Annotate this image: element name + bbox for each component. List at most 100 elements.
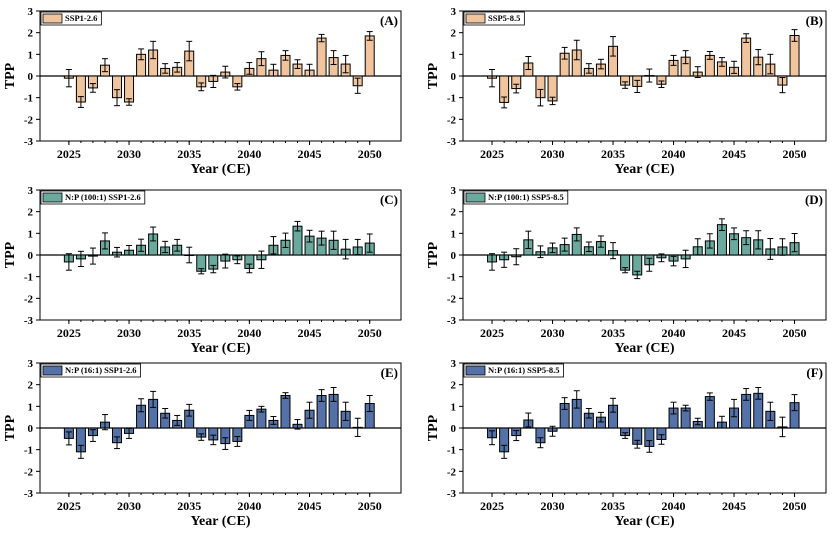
legend: N:P (16:1) SSP1-2.6 (40, 363, 141, 378)
x-tick-label: 2045 (298, 147, 322, 161)
x-axis-label: Year (CE) (190, 162, 250, 177)
legend: N:P (100:1) SSP1-2.6 (40, 190, 146, 205)
legend-swatch (42, 365, 63, 376)
chart-panel-e: -3 -2 -1 0 1 2 3 2025 2030 2035 2040 2045 2050 Year (… (3, 358, 402, 529)
x-tick-label: 2050 (358, 499, 382, 513)
bar-2043 (280, 395, 291, 429)
legend-swatch (465, 13, 486, 24)
x-tick-label: 2050 (783, 499, 807, 513)
y-tick-label: 0 (451, 423, 457, 435)
x-tick-label: 2035 (601, 147, 625, 161)
legend: N:P (16:1) SSP5-8.5 (463, 363, 564, 378)
x-axis-label: Year (CE) (614, 341, 674, 356)
y-tick-label: 3 (451, 185, 457, 197)
x-tick-label: 2030 (541, 499, 565, 513)
x-tick-label: 2035 (601, 499, 625, 513)
y-tick-label: -1 (447, 93, 456, 105)
y-tick-label: 1 (451, 401, 457, 413)
y-tick-label: 1 (28, 401, 34, 413)
legend-label: SSP1-2.6 (65, 13, 97, 23)
legend-label: N:P (16:1) SSP5-8.5 (488, 365, 560, 375)
y-tick-label: 0 (28, 250, 34, 262)
panel-label: (A) (380, 13, 398, 28)
y-tick-label: 0 (28, 71, 34, 83)
y-tick-label: -1 (24, 93, 33, 105)
legend-box (463, 363, 564, 378)
x-tick-label: 2050 (358, 326, 382, 340)
x-tick-label: 2040 (237, 147, 261, 161)
x-tick-label: 2040 (237, 499, 261, 513)
y-tick-label: 2 (28, 28, 34, 40)
x-tick-label: 2040 (662, 499, 686, 513)
y-tick-label: -1 (24, 272, 33, 284)
chart-panel-b: -3 -2 -1 0 1 2 3 2025 2030 2035 2040 2045 2050 Year (… (426, 6, 827, 177)
x-tick-label: 2045 (298, 326, 322, 340)
y-axis-label: TPP (426, 241, 441, 268)
y-axis-label: TPP (426, 414, 441, 441)
y-tick-label: 1 (28, 49, 34, 61)
x-tick-label: 2035 (177, 326, 201, 340)
chart-panel-c: -3 -2 -1 0 1 2 3 2025 2030 2035 2040 2045 2050 Year (… (3, 185, 402, 356)
y-tick-label: -2 (24, 466, 34, 478)
panel-label: (F) (806, 365, 823, 380)
y-tick-label: -3 (24, 136, 34, 148)
chart-panel-a: -3 -2 -1 0 1 2 3 2025 2030 2035 2040 2045 2050 Year (… (3, 6, 402, 177)
x-tick-label: 2045 (722, 147, 746, 161)
y-tick-label: -1 (447, 445, 456, 457)
y-axis-label: TPP (3, 414, 18, 441)
x-tick-label: 2030 (541, 326, 565, 340)
legend-swatch (465, 192, 486, 203)
legend: SSP5-8.5 (463, 11, 525, 26)
chart-panel-d: -3 -2 -1 0 1 2 3 2025 2030 2035 2040 2045 2050 Year (… (426, 185, 827, 356)
y-tick-label: 0 (28, 423, 34, 435)
y-tick-label: -3 (447, 488, 457, 500)
bar-2050 (364, 35, 375, 77)
bar-2030 (124, 75, 135, 103)
legend-label: N:P (16:1) SSP1-2.6 (65, 365, 137, 375)
panel-label: (C) (380, 192, 398, 207)
x-tick-label: 2050 (358, 147, 382, 161)
x-axis-label: Year (CE) (614, 514, 674, 529)
x-tick-label: 2040 (662, 147, 686, 161)
legend-label: N:P (100:1) SSP5-8.5 (488, 192, 564, 202)
y-tick-label: -3 (447, 136, 457, 148)
y-tick-label: -3 (447, 315, 457, 327)
y-tick-label: -1 (24, 445, 33, 457)
x-tick-label: 2040 (237, 326, 261, 340)
x-tick-label: 2030 (117, 326, 141, 340)
y-tick-label: 2 (451, 380, 457, 392)
y-tick-label: -3 (24, 488, 34, 500)
x-tick-label: 2045 (722, 326, 746, 340)
y-tick-label: -2 (24, 114, 34, 126)
y-tick-label: 2 (28, 380, 34, 392)
x-axis-label: Year (CE) (614, 162, 674, 177)
y-tick-label: 2 (28, 207, 34, 219)
legend-box (463, 190, 569, 205)
y-tick-label: 2 (451, 207, 457, 219)
x-tick-label: 2025 (57, 147, 81, 161)
legend-label: SSP5-8.5 (488, 13, 520, 23)
bar-2046 (741, 37, 752, 77)
y-tick-label: 3 (451, 358, 457, 370)
bar-2046 (316, 37, 327, 77)
x-tick-label: 2050 (783, 326, 807, 340)
panel-label: (B) (806, 13, 823, 28)
x-tick-label: 2025 (57, 499, 81, 513)
legend-label: N:P (100:1) SSP1-2.6 (65, 192, 141, 202)
legend: N:P (100:1) SSP5-8.5 (463, 190, 569, 205)
y-tick-label: 0 (451, 250, 457, 262)
x-tick-label: 2030 (541, 147, 565, 161)
x-tick-label: 2030 (117, 147, 141, 161)
legend-box (40, 190, 146, 205)
chart-panel-f: -3 -2 -1 0 1 2 3 2025 2030 2035 2040 2045 2050 Year (… (426, 358, 827, 529)
panel-label: (E) (381, 365, 398, 380)
x-tick-label: 2025 (57, 326, 81, 340)
x-tick-label: 2045 (722, 499, 746, 513)
legend-swatch (42, 192, 63, 203)
y-tick-label: -2 (447, 114, 457, 126)
y-tick-label: 2 (451, 28, 457, 40)
y-tick-label: 1 (451, 228, 457, 240)
x-tick-label: 2040 (662, 326, 686, 340)
panel-label: (D) (805, 192, 823, 207)
